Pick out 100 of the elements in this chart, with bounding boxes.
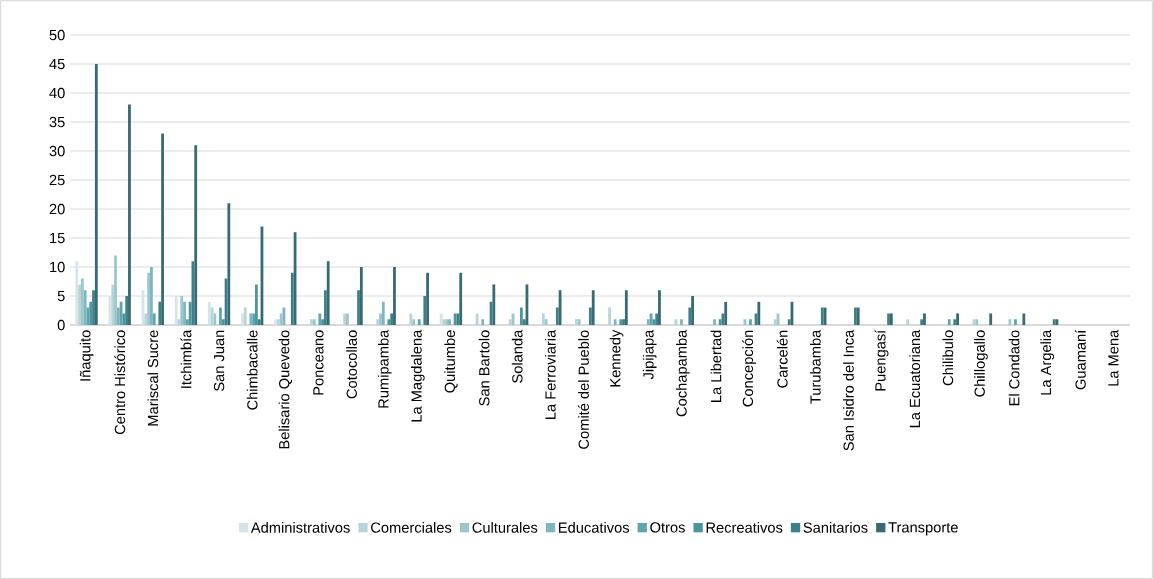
bar xyxy=(658,290,661,326)
bar xyxy=(492,284,496,326)
bar xyxy=(387,319,391,326)
bar xyxy=(508,319,512,326)
x-tick-label: Chilibulo xyxy=(942,330,954,386)
bar xyxy=(787,319,791,326)
x-tick-label: San Bartolo xyxy=(478,330,490,406)
bar xyxy=(613,319,617,326)
bar xyxy=(393,267,396,326)
bar xyxy=(359,267,363,326)
legend-label: Comerciales xyxy=(371,522,452,533)
bar xyxy=(439,313,443,326)
bar xyxy=(624,290,628,326)
bar xyxy=(646,319,650,326)
bar xyxy=(680,319,683,326)
bar xyxy=(589,307,592,326)
bar xyxy=(227,203,231,326)
bar xyxy=(743,319,747,326)
x-tick-label: El Condado xyxy=(1008,330,1020,406)
x-tick-label: Solanda xyxy=(511,329,523,383)
legend-label: Culturales xyxy=(472,522,538,533)
bar xyxy=(417,319,421,326)
bar xyxy=(114,255,117,326)
x-tick-label: Belisario Quevedo xyxy=(278,330,292,449)
x-tick-label: Rumipamba xyxy=(377,329,392,408)
bar xyxy=(1014,319,1017,326)
bar xyxy=(241,313,244,326)
bar xyxy=(1008,319,1012,326)
x-tick-label: Carcelén xyxy=(776,330,788,388)
x-tick-label: La Ecuatoriana xyxy=(909,329,921,428)
bar xyxy=(652,319,656,326)
bar xyxy=(555,307,559,326)
y-tick-label: 45 xyxy=(49,58,65,70)
x-tick-label: Comité del Pueblo xyxy=(577,330,589,449)
bar xyxy=(213,313,217,326)
y-tick-label: 20 xyxy=(49,203,65,215)
bar xyxy=(409,313,413,326)
bar xyxy=(111,284,115,326)
bar xyxy=(75,261,79,326)
bar xyxy=(906,319,910,326)
bar xyxy=(116,307,120,326)
x-tick-label: La Argelia xyxy=(1040,329,1055,395)
y-tick-label: 40 xyxy=(49,87,65,99)
bar xyxy=(194,145,198,326)
bar xyxy=(326,261,330,326)
bar xyxy=(357,290,360,326)
bar xyxy=(423,296,427,326)
x-tick-label: Jipijapa xyxy=(642,329,657,380)
bar xyxy=(290,272,294,326)
y-tick-label: 30 xyxy=(49,145,65,157)
bar xyxy=(125,296,129,326)
bar xyxy=(318,313,322,326)
x-tick-label: Cotocollao xyxy=(346,330,357,399)
bar xyxy=(92,290,95,326)
bar xyxy=(219,307,222,326)
bar xyxy=(279,313,283,326)
bar xyxy=(379,313,382,326)
y-tick-label: 50 xyxy=(49,29,65,41)
bar xyxy=(324,290,327,326)
bar xyxy=(207,301,211,326)
bar xyxy=(174,296,178,326)
x-tick-label: La Magdalena xyxy=(410,329,425,422)
bar xyxy=(254,284,258,326)
bar xyxy=(956,313,959,326)
legend-label: Educativos xyxy=(559,522,630,533)
bar xyxy=(989,313,993,326)
bar xyxy=(144,313,148,326)
x-tick-label: San Isidro del Inca xyxy=(843,329,854,451)
bar xyxy=(541,313,545,326)
bar xyxy=(80,278,84,326)
x-tick-label: Centro Histórico xyxy=(114,330,126,435)
bar xyxy=(691,296,694,326)
bar xyxy=(1022,313,1026,326)
bar xyxy=(128,104,131,326)
bar xyxy=(591,290,595,326)
y-tick-label: 5 xyxy=(57,290,65,302)
bar xyxy=(608,307,611,326)
legend-label: Transporte xyxy=(888,522,958,536)
bar xyxy=(89,301,93,326)
bar xyxy=(923,313,926,326)
x-tick-label: Ponceano xyxy=(313,330,324,395)
x-tick-label: Concepción xyxy=(742,330,756,407)
y-tick-label: 15 xyxy=(50,232,65,244)
x-tick-label: La Libertad xyxy=(710,330,722,402)
bar xyxy=(257,319,261,326)
bar xyxy=(522,319,526,326)
bar xyxy=(713,319,716,326)
bar xyxy=(147,272,151,326)
bar xyxy=(221,319,225,326)
bar xyxy=(152,313,156,326)
bar xyxy=(158,301,162,326)
bar xyxy=(83,290,87,326)
x-tick-label: Puengasí xyxy=(874,329,889,391)
bar xyxy=(757,301,761,326)
x-tick-label: Turubamba xyxy=(809,329,821,404)
bar xyxy=(920,319,924,326)
x-tick-label: Guamaní xyxy=(1074,329,1086,390)
bar xyxy=(519,307,523,326)
bar xyxy=(381,301,385,326)
bar xyxy=(426,272,429,326)
